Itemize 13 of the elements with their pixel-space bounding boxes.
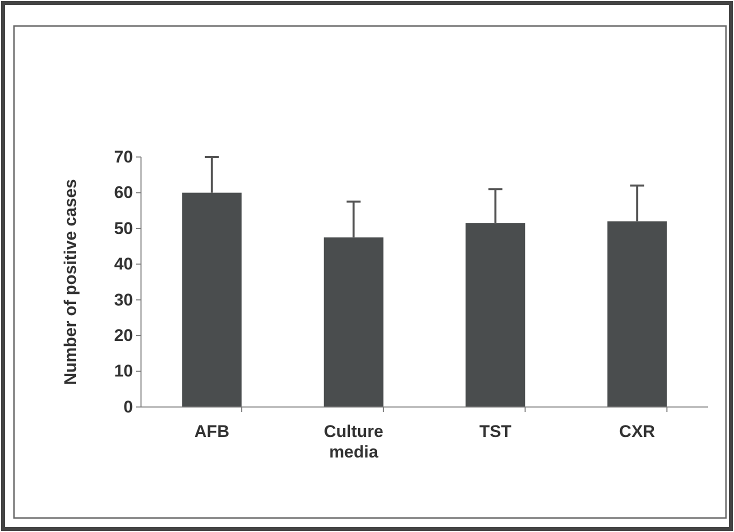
y-tick-label: 20 bbox=[114, 326, 133, 346]
x-tick-label: AFB bbox=[194, 422, 230, 442]
y-axis-title: Number of positive cases bbox=[61, 179, 80, 385]
y-tick-label: 0 bbox=[124, 397, 133, 416]
y-tick-label: 50 bbox=[114, 218, 133, 238]
x-tick-label: TST bbox=[479, 422, 512, 442]
y-tick-label: 60 bbox=[114, 183, 133, 202]
x-tick-label: Culture media bbox=[324, 422, 384, 462]
y-tick-label: 30 bbox=[114, 290, 133, 310]
y-tick-label: 10 bbox=[114, 362, 133, 381]
x-tick-label: CXR bbox=[619, 422, 656, 442]
y-tick-label: 70 bbox=[114, 147, 133, 166]
y-tick-label: 40 bbox=[114, 254, 133, 274]
